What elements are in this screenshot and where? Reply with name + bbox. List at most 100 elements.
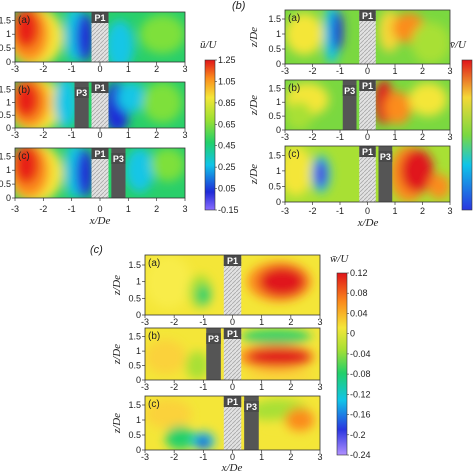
chart-group: P1 (a) 0 0.5 1 1.5 z/De -3 -2 -1 0 1 2 3 P3 P1 (b) 0 0.5 1 1… — [111, 253, 371, 474]
block-label: P1 — [227, 256, 238, 266]
group-label: (c) — [90, 244, 103, 256]
field-blobs — [145, 329, 315, 380]
colorbar — [461, 59, 473, 211]
panel-label: (c) — [148, 399, 160, 410]
field-blobs — [15, 148, 185, 198]
x-tick-label: -2 — [39, 130, 47, 140]
x-tick-label: 1 — [392, 206, 397, 216]
field-region — [331, 10, 343, 52]
x-tick-label: -1 — [336, 206, 344, 216]
field-region — [285, 408, 315, 432]
x-tick-label: 1 — [392, 66, 397, 76]
block-label: P3 — [76, 88, 87, 98]
y-tick-label: 1.5 — [0, 151, 11, 161]
heatmap-panel: P3 P1 (b) 0 0.5 1 1.5 z/De -3 -2 -1 0 1 2 3 — [248, 79, 453, 142]
x-tick-label: -2 — [170, 452, 178, 462]
block-label: P1 — [94, 83, 105, 93]
x-tick-label: -3 — [11, 130, 19, 140]
y-tick-label: 0 — [276, 125, 281, 135]
x-tick-label: 2 — [288, 382, 293, 392]
y-tick-label: 1.5 — [128, 400, 141, 410]
x-tick-label: -2 — [308, 206, 316, 216]
x-tick-label: -1 — [199, 382, 207, 392]
field-region — [142, 82, 183, 123]
colorbar-tick-label: 1.05 — [218, 76, 236, 86]
x-tick-label: 3 — [317, 452, 322, 462]
y-tick-label: 0.5 — [0, 110, 11, 120]
block-label-bg — [91, 148, 109, 159]
colorbar-tick-label: 0.25 — [218, 162, 236, 172]
heatmap-panel: P1 P3 (c) 0 0.5 1 1.5 -3 -2 -1 0 1 2 3 — [0, 147, 188, 214]
y-axis-label: z/De — [248, 95, 260, 116]
x-axis-label: x/De — [89, 215, 111, 227]
x-tick-label: -3 — [281, 132, 289, 142]
field-region — [75, 148, 93, 198]
block-p1 — [91, 82, 109, 128]
block-p1 — [223, 255, 242, 315]
x-tick-label: -2 — [170, 317, 178, 327]
y-tick-label: 1 — [136, 415, 141, 425]
x-axis-label: x/De — [357, 217, 379, 229]
y-tick-label: 1.5 — [128, 332, 141, 342]
y-axis-label: z/De — [111, 344, 123, 365]
field-region — [285, 146, 313, 196]
panel-label: (a) — [18, 15, 30, 26]
y-tick-label: 0 — [6, 57, 11, 67]
x-tick-label: 3 — [447, 66, 452, 76]
x-tick-label: -1 — [199, 317, 207, 327]
chart-group: P1 (a) 0 0.5 1 1.5 z/De -3 -2 -1 0 1 2 3 P3 P1 (b) 0 0.5 1 1… — [248, 9, 473, 229]
x-tick-label: 0 — [97, 130, 102, 140]
x-tick-label: -3 — [11, 64, 19, 74]
block-label-bg — [223, 328, 242, 339]
heatmap-panel: P1 (a) 0 0.5 1 1.5 -3 -2 -1 0 1 2 3 — [0, 11, 188, 74]
block-label: P1 — [94, 149, 105, 159]
group-label: (b) — [232, 0, 246, 12]
x-tick-label: 3 — [182, 130, 187, 140]
block-p1 — [359, 146, 376, 202]
field-region — [247, 348, 312, 366]
block-label: P3 — [344, 86, 355, 96]
x-tick-label: 2 — [154, 130, 159, 140]
x-tick-label: 1 — [126, 64, 131, 74]
block-p1 — [359, 10, 376, 64]
colorbar-tick-label: 0 — [350, 329, 355, 339]
y-tick-label: 1 — [136, 277, 141, 287]
heatmap-panel: P1 (a) 0 0.5 1 1.5 z/De -3 -2 -1 0 1 2 3 — [111, 254, 323, 327]
x-tick-label: 0 — [230, 452, 235, 462]
block-label: P1 — [362, 11, 373, 21]
x-tick-label: 0 — [365, 132, 370, 142]
field-region — [408, 82, 448, 117]
block-label-bg — [206, 333, 221, 344]
x-tick-label: 0 — [230, 382, 235, 392]
y-tick-label: 0.5 — [268, 111, 281, 121]
x-tick-label: 0 — [230, 317, 235, 327]
colorbar-tick-label: -0.24 — [350, 450, 371, 460]
panel-label: (a) — [148, 258, 160, 269]
colorbar-label: ū/U — [200, 39, 218, 51]
field-region — [384, 91, 412, 125]
x-tick-label: -3 — [141, 452, 149, 462]
block-label: P1 — [362, 81, 373, 91]
block-label-bg — [244, 401, 259, 412]
x-tick-label: 3 — [447, 132, 452, 142]
block-label-bg — [223, 255, 242, 266]
chart-group: P1 (a) 0 0.5 1 1.5 -3 -2 -1 0 1 2 3 P3 P1 (b) 0 0.5 1 1.5 -3… — [0, 11, 239, 227]
panel-label: (b) — [18, 85, 30, 96]
block-p1 — [91, 12, 109, 62]
heatmap-panel: P1 (a) 0 0.5 1 1.5 z/De -3 -2 -1 0 1 2 3 — [248, 9, 453, 76]
field-region — [285, 102, 313, 130]
x-tick-label: 3 — [317, 317, 322, 327]
block-p1 — [223, 328, 242, 380]
colorbar — [336, 272, 348, 456]
y-tick-label: 1.5 — [268, 14, 281, 24]
block-label-bg — [91, 82, 109, 93]
y-tick-label: 1.5 — [0, 15, 11, 25]
x-tick-label: 1 — [126, 204, 131, 214]
x-tick-label: 1 — [259, 382, 264, 392]
field-region — [145, 399, 192, 429]
x-tick-label: 3 — [317, 382, 322, 392]
x-tick-label: -2 — [308, 66, 316, 76]
block-label-bg — [91, 12, 109, 23]
block-label-bg — [111, 153, 126, 164]
